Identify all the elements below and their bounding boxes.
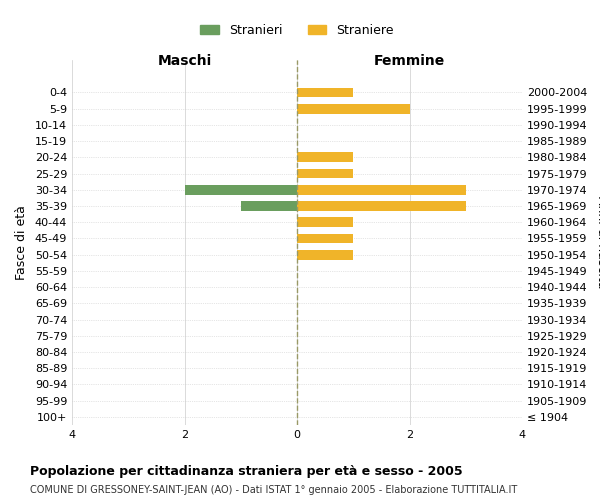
Bar bbox=[297, 234, 353, 243]
Bar bbox=[297, 185, 466, 194]
Text: COMUNE DI GRESSONEY-SAINT-JEAN (AO) - Dati ISTAT 1° gennaio 2005 - Elaborazione : COMUNE DI GRESSONEY-SAINT-JEAN (AO) - Da… bbox=[30, 485, 517, 495]
Bar bbox=[297, 168, 353, 178]
Bar bbox=[185, 185, 297, 194]
Legend: Stranieri, Straniere: Stranieri, Straniere bbox=[195, 19, 399, 42]
Y-axis label: Anni di nascita: Anni di nascita bbox=[595, 196, 600, 289]
Bar bbox=[297, 104, 409, 114]
Bar bbox=[297, 201, 466, 211]
Bar bbox=[297, 152, 353, 162]
Y-axis label: Fasce di età: Fasce di età bbox=[15, 205, 28, 280]
Bar bbox=[297, 250, 353, 260]
Text: Popolazione per cittadinanza straniera per età e sesso - 2005: Popolazione per cittadinanza straniera p… bbox=[30, 465, 463, 478]
Text: Femmine: Femmine bbox=[374, 54, 445, 68]
Text: Maschi: Maschi bbox=[157, 54, 212, 68]
Bar bbox=[297, 88, 353, 98]
Bar bbox=[241, 201, 297, 211]
Bar bbox=[297, 218, 353, 227]
